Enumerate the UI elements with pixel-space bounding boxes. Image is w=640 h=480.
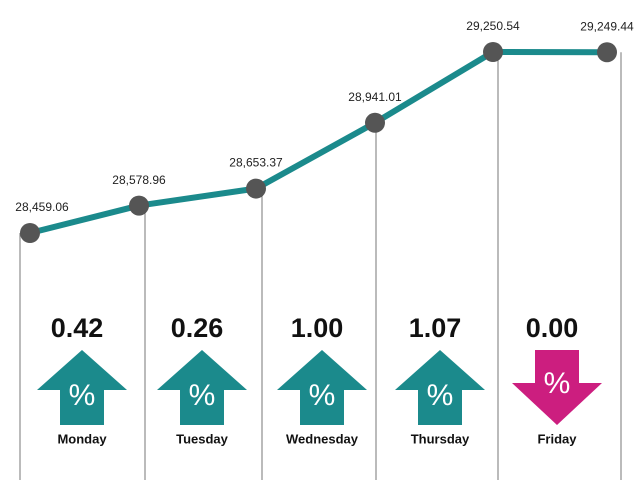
- change-label: 0.42: [51, 313, 104, 343]
- point: [365, 112, 385, 133]
- day-label: Monday: [57, 431, 107, 446]
- line: [29, 49, 608, 236]
- day-label: Tuesday: [176, 431, 229, 446]
- point-label: 28,459.06: [15, 200, 69, 214]
- point-label: 29,250.54: [466, 19, 520, 33]
- arrow: [512, 350, 602, 425]
- point-label: 28,578.96: [112, 173, 166, 187]
- point-label: 28,653.37: [229, 156, 283, 170]
- percent-symbol: %: [69, 379, 96, 412]
- day-label: Wednesday: [286, 431, 359, 446]
- point: [20, 223, 40, 243]
- change-label: 0.00: [526, 313, 579, 343]
- arrow: [157, 350, 247, 425]
- point: [129, 195, 149, 216]
- change-label: 1.07: [409, 313, 462, 343]
- point-label: 29,249.44: [580, 19, 634, 33]
- point: [246, 178, 266, 199]
- percent-symbol: %: [427, 379, 454, 412]
- point: [597, 42, 617, 63]
- day-label: Friday: [537, 431, 577, 446]
- arrow: [277, 350, 367, 425]
- change-label: 1.00: [291, 313, 344, 343]
- percent-symbol: %: [544, 367, 571, 400]
- arrow: [37, 350, 127, 425]
- percent-symbol: %: [309, 379, 336, 412]
- day-label: Thursday: [411, 431, 470, 446]
- change-label: 0.26: [171, 313, 224, 343]
- percent-symbol: %: [189, 379, 216, 412]
- point-label: 28,941.01: [348, 90, 402, 104]
- arrow: [395, 350, 485, 425]
- point: [483, 42, 503, 62]
